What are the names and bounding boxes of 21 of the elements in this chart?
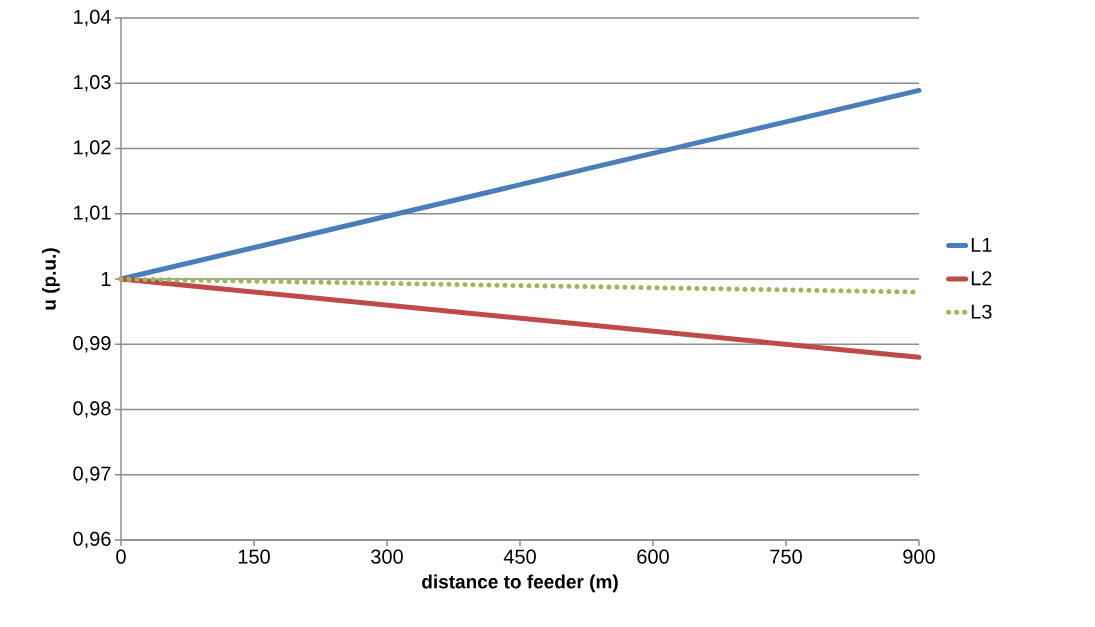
x-tick-label: 450 xyxy=(503,549,536,564)
x-tick-label: 300 xyxy=(371,549,403,564)
legend-label: L3 xyxy=(971,304,992,319)
x-tick-label: 150 xyxy=(238,549,270,564)
x-tick-label: 600 xyxy=(637,549,669,564)
y-tick-label: 1,03 xyxy=(74,74,111,92)
legend-label: L1 xyxy=(971,237,992,252)
y-axis-title: u (p.u.) xyxy=(41,248,60,310)
y-tick-label: 1,04 xyxy=(74,9,111,27)
y-tick-label: 0,99 xyxy=(73,335,111,353)
legend-label: L2 xyxy=(971,271,992,286)
x-tick-label: 0 xyxy=(116,549,126,564)
y-tick-label: 1,01 xyxy=(74,205,111,223)
x-axis-title: distance to feeder (m) xyxy=(422,574,618,593)
x-tick-label: 900 xyxy=(903,549,935,564)
x-tick-label: 750 xyxy=(770,549,802,564)
y-tick-label: 1 xyxy=(101,272,111,286)
y-tick-label: 1,02 xyxy=(74,140,111,157)
y-tick-label: 0,96 xyxy=(73,531,111,549)
y-tick-label: 0,98 xyxy=(73,401,111,418)
y-tick-label: 0,97 xyxy=(73,466,111,484)
